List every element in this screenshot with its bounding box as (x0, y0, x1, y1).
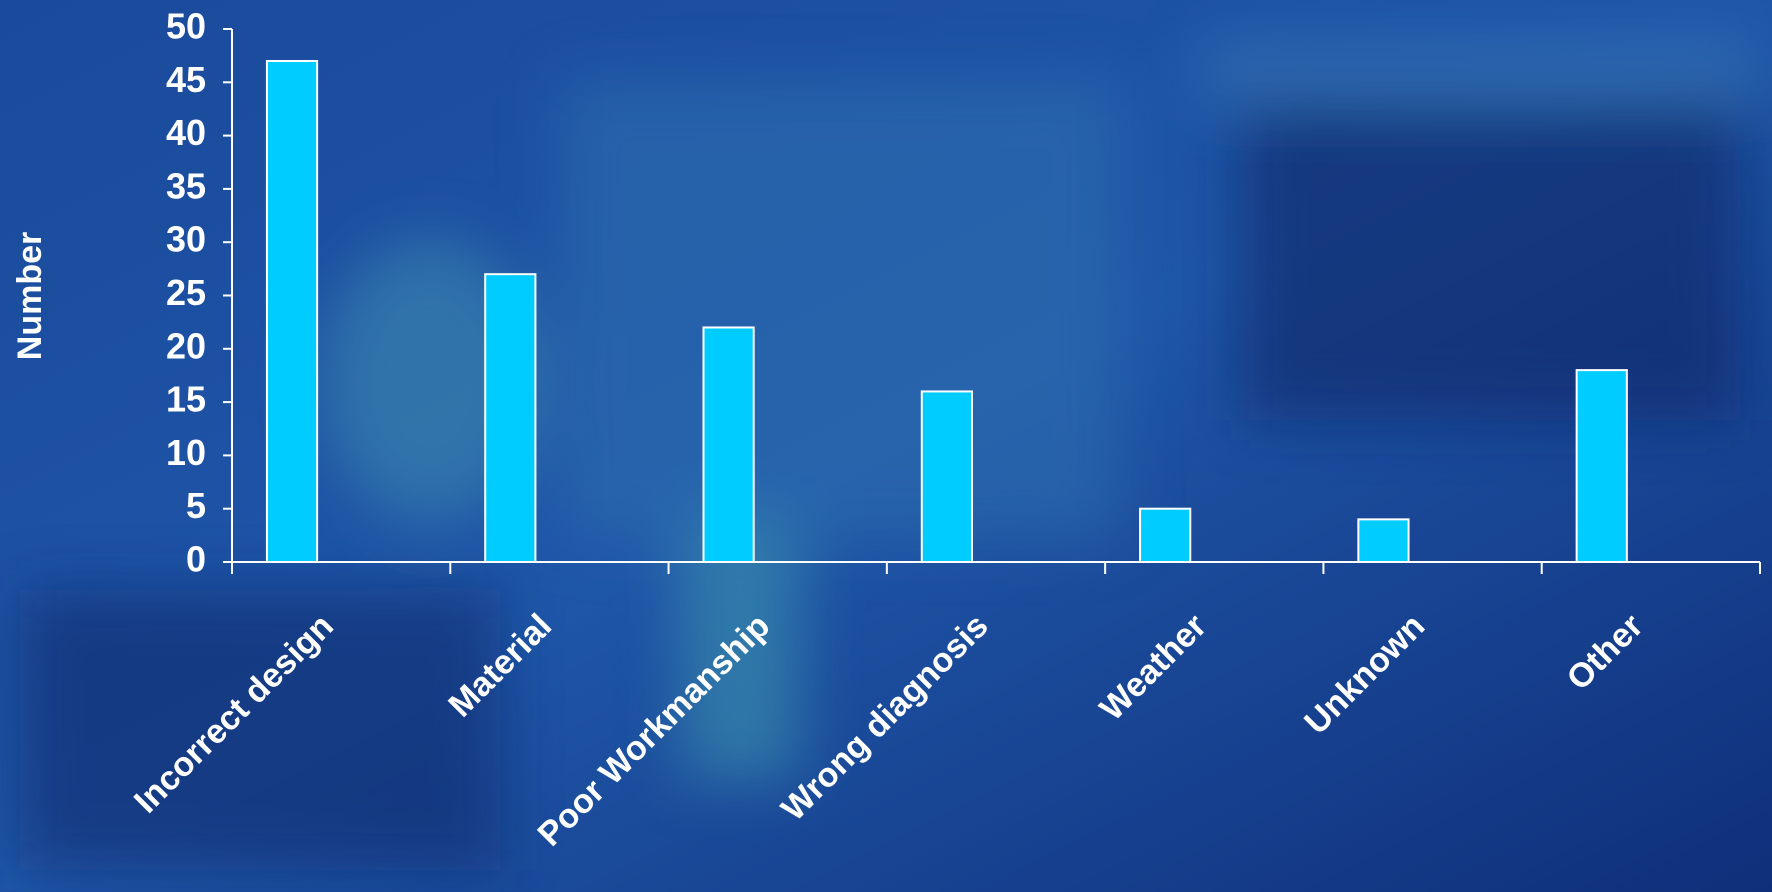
y-tick-label: 10 (166, 432, 206, 473)
bar (1575, 369, 1628, 563)
y-tick-label: 50 (166, 6, 206, 47)
bar (265, 59, 319, 563)
y-tick-label: 35 (166, 165, 206, 206)
y-tick-label: 40 (166, 112, 206, 153)
bar (920, 390, 973, 563)
bar (1357, 518, 1410, 563)
y-tick-label: 0 (186, 539, 206, 580)
y-axis-label: Number (11, 232, 49, 360)
bar (1139, 507, 1192, 564)
bar (702, 326, 755, 564)
y-tick-label: 25 (166, 272, 206, 313)
y-tick-label: 30 (166, 219, 206, 260)
y-tick-label: 20 (166, 325, 206, 366)
y-tick-label: 15 (166, 379, 206, 420)
background-photo (20, 40, 1760, 870)
y-tick-label: 5 (186, 485, 206, 526)
bar (484, 273, 537, 563)
y-tick-label: 45 (166, 59, 206, 100)
